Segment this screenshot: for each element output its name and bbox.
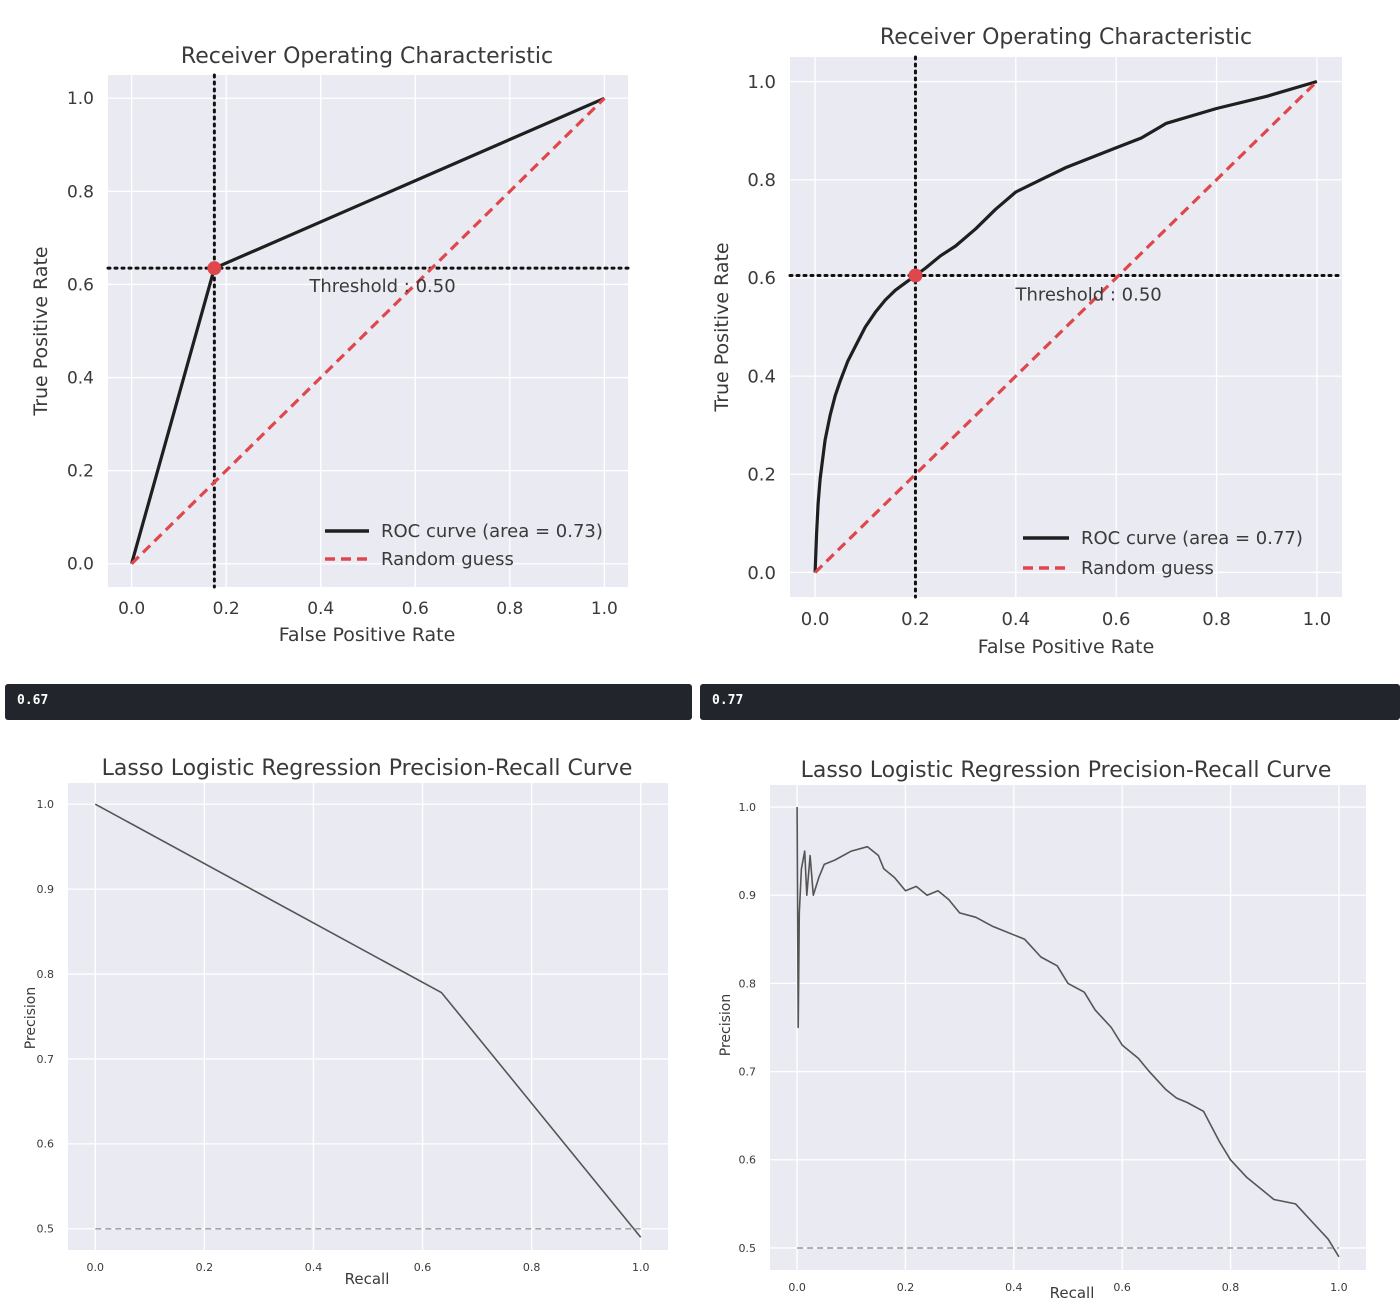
y-tick-label: 1.0	[739, 801, 757, 814]
x-tick-label: 1.0	[1330, 1281, 1348, 1294]
threshold-label: Threshold : 0.50	[308, 276, 455, 297]
x-tick-label: 1.0	[1303, 609, 1332, 630]
y-tick-label: 0.6	[739, 1154, 757, 1167]
y-axis-label: True Positive Rate	[30, 246, 52, 416]
y-tick-label: 0.8	[739, 977, 757, 990]
chart-title: Receiver Operating Characteristic	[181, 44, 553, 69]
roc-chart-left-svg: 0.0 0.2 0.4 0.6 0.8 1.0 0.0 0.2 0.4 0.6 0.8 1.0 Rece…	[30, 44, 630, 646]
x-tick-label: 0.8	[523, 1261, 541, 1274]
threshold-point	[908, 268, 923, 283]
x-tick-label: 1.0	[591, 599, 618, 619]
threshold-label: Threshold : 0.50	[1014, 284, 1161, 305]
y-tick-label: 0.6	[747, 268, 776, 289]
y-tick-label: 0.6	[67, 275, 94, 295]
y-tick-label: 1.0	[747, 72, 776, 93]
pr-chart-right-svg: 0.0 0.2 0.4 0.6 0.8 1.0 0.5 0.6 0.7 0.8 0.9 1.0 Lass…	[718, 758, 1366, 1302]
y-tick-label: 0.0	[67, 555, 94, 575]
y-tick-label: 0.8	[67, 182, 94, 202]
y-tick-label: 0.4	[67, 368, 94, 388]
chart-title: Receiver Operating Characteristic	[880, 25, 1252, 50]
x-tick-label: 1.0	[632, 1261, 650, 1274]
pr-chart-right: 0.0 0.2 0.4 0.6 0.8 1.0 0.5 0.6 0.7 0.8 0.9 1.0 Lass…	[700, 740, 1400, 1303]
y-tick-label: 0.7	[37, 1053, 55, 1066]
y-tick-label: 0.5	[37, 1223, 55, 1236]
y-axis-label: Precision	[718, 994, 734, 1056]
x-tick-label: 0.2	[901, 609, 930, 630]
x-tick-label: 0.6	[1102, 609, 1131, 630]
chart-title: Lasso Logistic Regression Precision-Reca…	[102, 756, 633, 781]
y-tick-label: 0.9	[739, 889, 757, 902]
x-tick-label: 0.0	[788, 1281, 806, 1294]
random-guess-line	[130, 97, 606, 565]
x-axis-label: Recall	[1050, 1284, 1095, 1302]
x-axis-label: False Positive Rate	[978, 636, 1155, 658]
roc-chart-right-svg: 0.0 0.2 0.4 0.6 0.8 1.0 0.0 0.2 0.4 0.6 0.8 1.0 Rece…	[711, 25, 1344, 658]
y-tick-label: 0.4	[747, 366, 776, 387]
x-tick-label: 0.0	[118, 599, 145, 619]
roc-chart-left: 0.0 0.2 0.4 0.6 0.8 1.0 0.0 0.2 0.4 0.6 0.8 1.0 Rece…	[0, 0, 690, 670]
pr-curve-line	[796, 806, 1340, 1258]
y-axis-label: True Positive Rate	[711, 242, 733, 412]
legend-label: ROC curve (area = 0.73)	[381, 521, 603, 542]
y-tick-label: 0.6	[37, 1138, 55, 1151]
plot-area	[68, 783, 668, 1250]
y-tick-label: 0.7	[739, 1065, 757, 1078]
x-tick-label: 0.6	[414, 1261, 432, 1274]
output-cell-right: 0.77	[700, 684, 1400, 720]
x-tick-label: 0.4	[1005, 1281, 1023, 1294]
y-tick-label: 0.2	[747, 465, 776, 486]
threshold-point	[207, 261, 222, 276]
x-tick-label: 0.4	[307, 599, 334, 619]
x-tick-label: 0.4	[305, 1261, 323, 1274]
x-tick-label: 0.8	[1222, 1281, 1240, 1294]
y-tick-label: 0.5	[739, 1242, 757, 1255]
y-tick-label: 1.0	[37, 798, 55, 811]
pr-chart-left: 0.0 0.2 0.4 0.6 0.8 1.0 0.5 0.6 0.7 0.8 0.9 1.0 Lass…	[0, 740, 690, 1303]
pr-chart-left-svg: 0.0 0.2 0.4 0.6 0.8 1.0 0.5 0.6 0.7 0.8 0.9 1.0 Lass…	[23, 756, 668, 1288]
x-axis-label: False Positive Rate	[279, 624, 456, 646]
random-guess-line	[813, 80, 1319, 574]
y-tick-label: 0.8	[747, 170, 776, 191]
output-value: 0.77	[712, 693, 744, 708]
x-tick-label: 0.8	[496, 599, 523, 619]
x-tick-label: 0.2	[196, 1261, 214, 1274]
legend-label: ROC curve (area = 0.77)	[1081, 528, 1303, 549]
y-tick-label: 1.0	[67, 89, 94, 109]
y-tick-label: 0.9	[37, 883, 55, 896]
x-tick-label: 0.2	[213, 599, 240, 619]
x-tick-label: 0.6	[402, 599, 429, 619]
pr-curve-line	[94, 803, 642, 1238]
x-tick-label: 0.6	[1113, 1281, 1131, 1294]
y-tick-label: 0.2	[67, 462, 94, 482]
y-tick-label: 0.8	[37, 968, 55, 981]
legend-label: Random guess	[1081, 558, 1214, 579]
legend-label: Random guess	[381, 549, 514, 570]
x-tick-label: 0.0	[801, 609, 830, 630]
x-axis-label: Recall	[345, 1270, 390, 1288]
plot-area	[108, 75, 628, 587]
x-tick-label: 0.2	[897, 1281, 915, 1294]
plot-area	[770, 785, 1366, 1270]
y-axis-label: Precision	[23, 987, 39, 1049]
x-tick-label: 0.4	[1001, 609, 1030, 630]
output-value: 0.67	[17, 693, 49, 708]
x-tick-label: 0.8	[1202, 609, 1231, 630]
x-tick-label: 0.0	[87, 1261, 105, 1274]
y-tick-label: 0.0	[747, 563, 776, 584]
roc-chart-right: 0.0 0.2 0.4 0.6 0.8 1.0 0.0 0.2 0.4 0.6 0.8 1.0 Rece…	[700, 0, 1400, 670]
output-cell-left: 0.67	[5, 684, 692, 720]
chart-title: Lasso Logistic Regression Precision-Reca…	[801, 758, 1332, 783]
